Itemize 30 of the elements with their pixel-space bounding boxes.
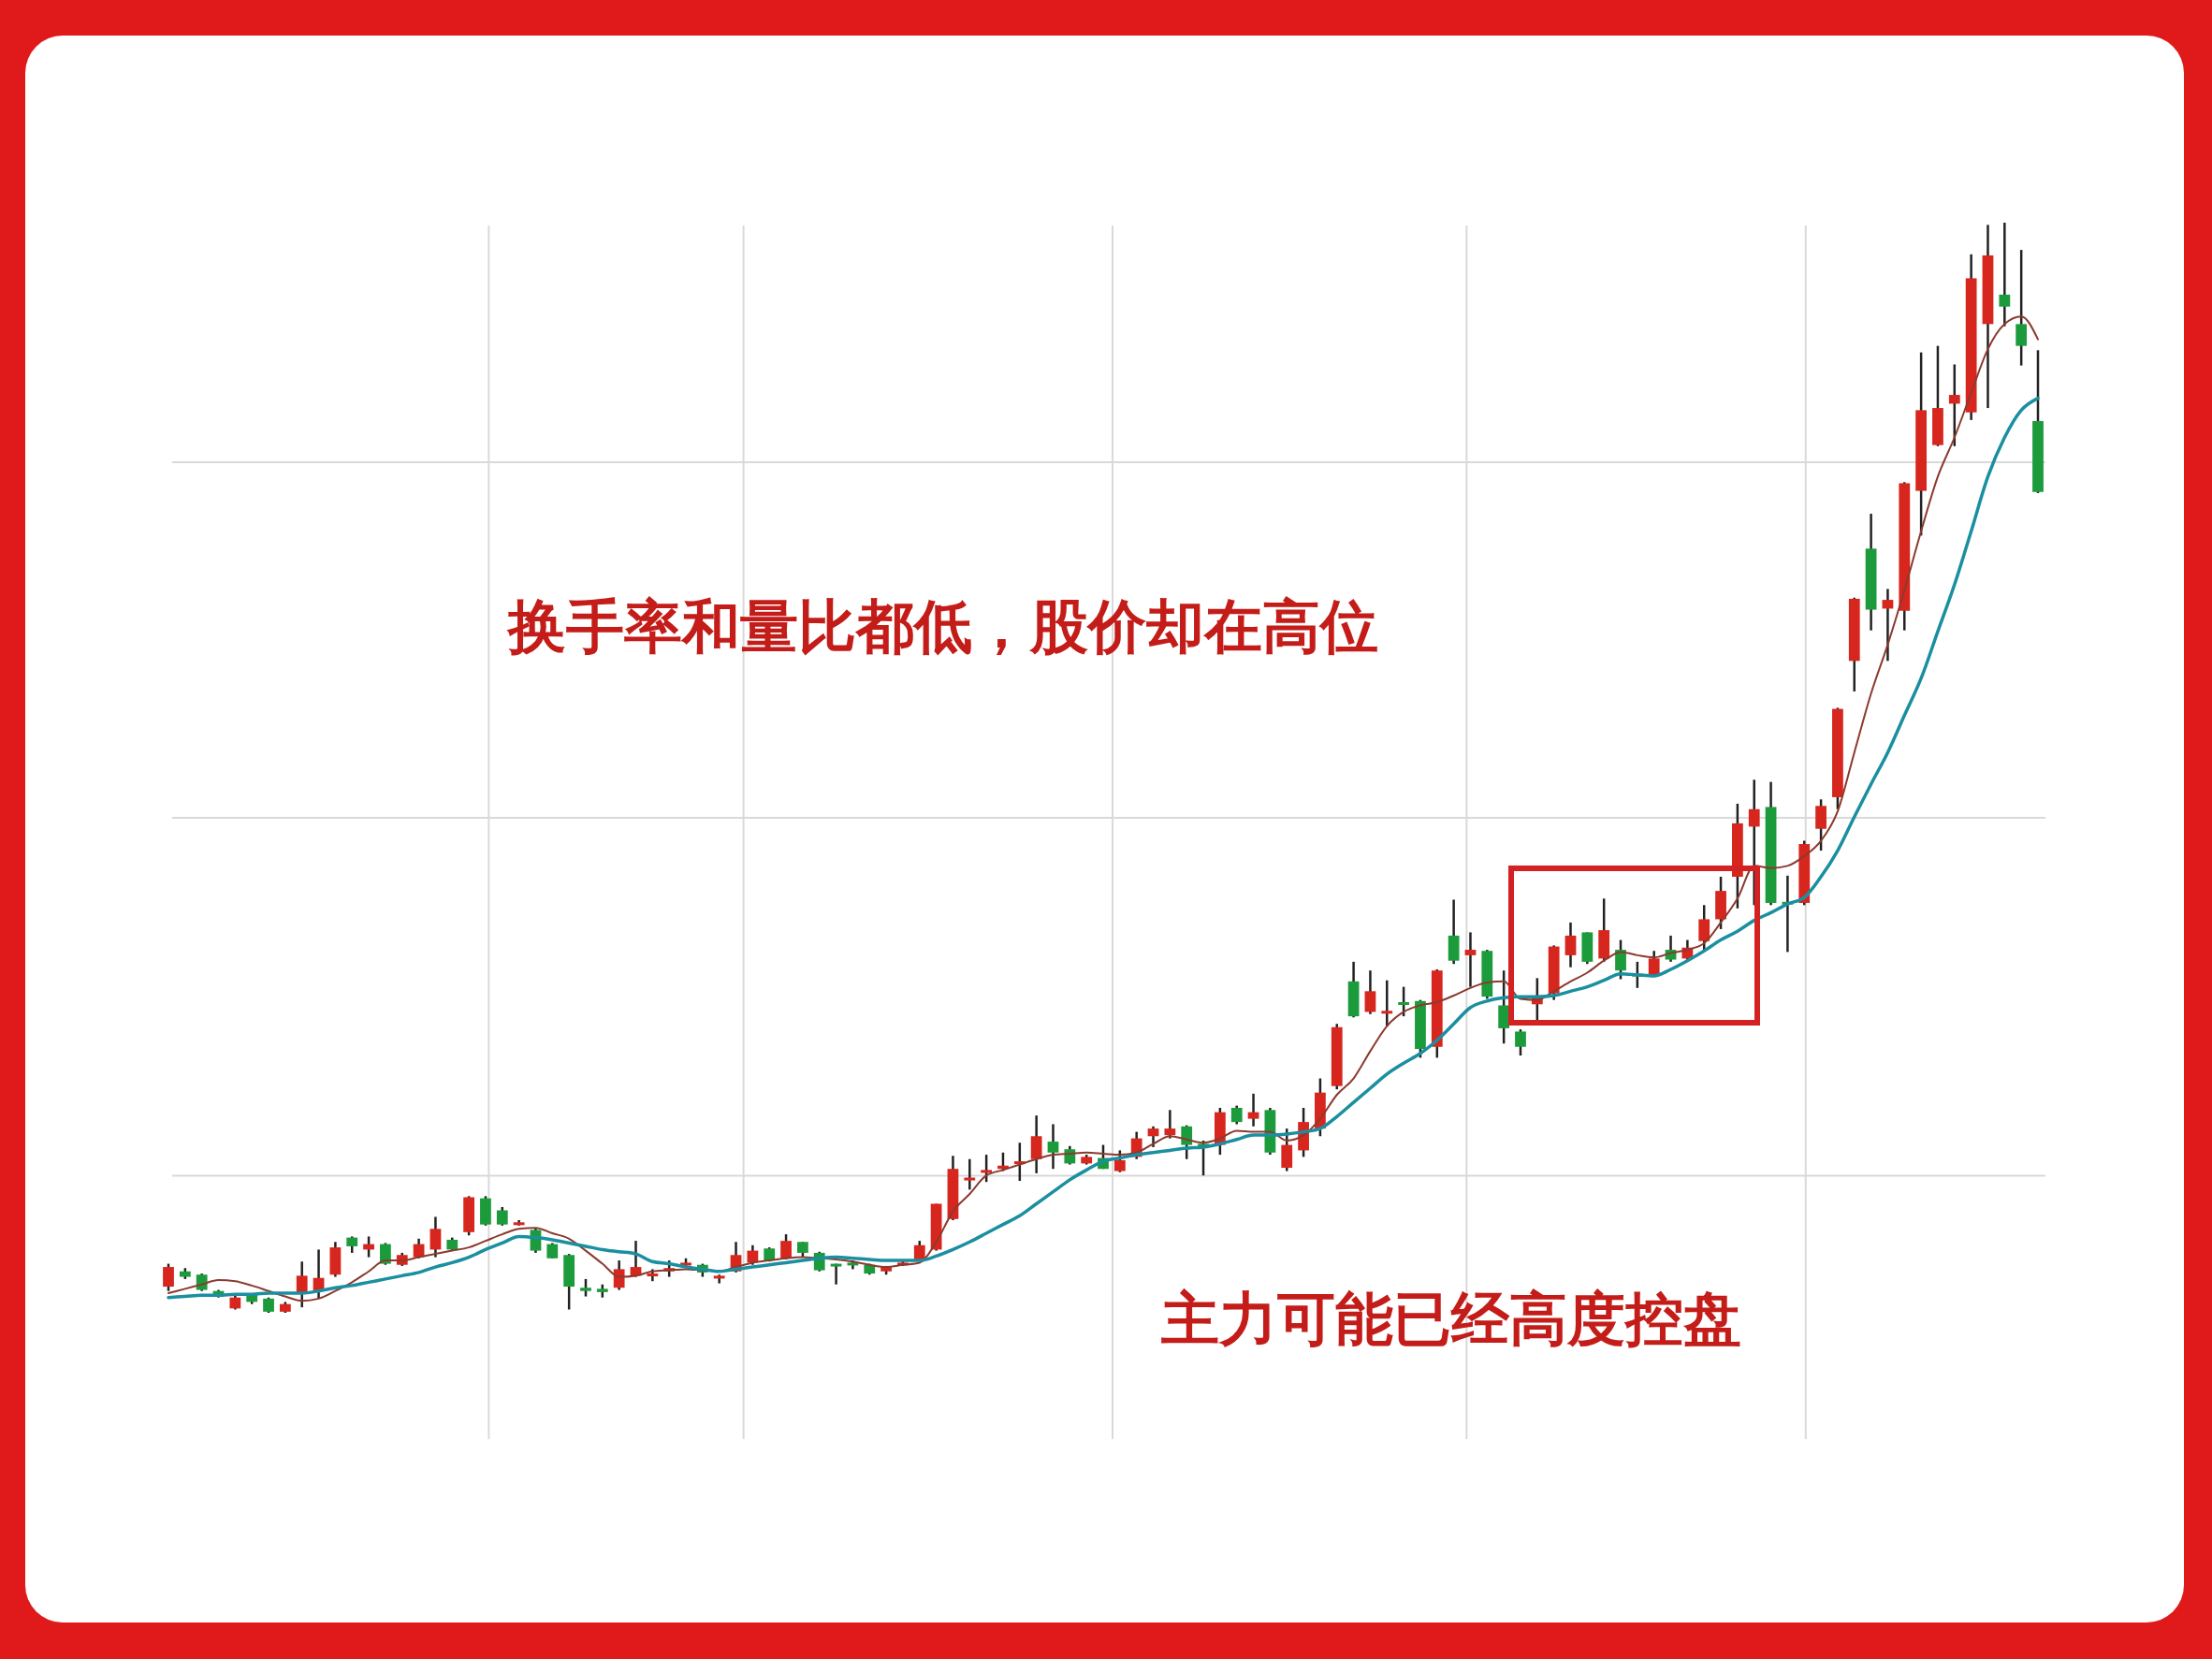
candlestick <box>1464 931 1477 988</box>
candlestick <box>613 1259 625 1291</box>
candlestick <box>1882 588 1894 662</box>
candlestick <box>1398 985 1409 1018</box>
candlestick <box>1381 979 1393 1027</box>
candlestick <box>981 1153 993 1184</box>
candlestick <box>747 1244 759 1266</box>
candlestick <box>1147 1125 1159 1149</box>
candlestick <box>1999 221 2011 327</box>
candlestick <box>1364 968 1376 1016</box>
candlestick <box>1164 1109 1176 1140</box>
candlestick <box>1113 1149 1126 1173</box>
candlestick <box>163 1262 174 1292</box>
candlestick <box>1564 921 1577 968</box>
candlestick <box>429 1215 442 1259</box>
candlestick <box>1748 779 1760 907</box>
candlestick <box>2016 248 2028 367</box>
candlestick <box>1515 1027 1526 1057</box>
candlestick <box>1948 363 1960 448</box>
candlestick <box>380 1242 391 1266</box>
annotation: 换手率和量比都低，股价却在高位 <box>506 592 1378 662</box>
candlestick <box>964 1157 976 1191</box>
annotation: 主力可能已经高度控盘 <box>1160 1285 1741 1354</box>
candlestick <box>1698 904 1710 952</box>
candlestick <box>1047 1123 1059 1171</box>
candlestick <box>580 1277 591 1298</box>
candlestick <box>1247 1092 1259 1128</box>
candlestick <box>1230 1104 1243 1126</box>
candlestick <box>496 1205 508 1228</box>
candlestick <box>713 1273 725 1285</box>
